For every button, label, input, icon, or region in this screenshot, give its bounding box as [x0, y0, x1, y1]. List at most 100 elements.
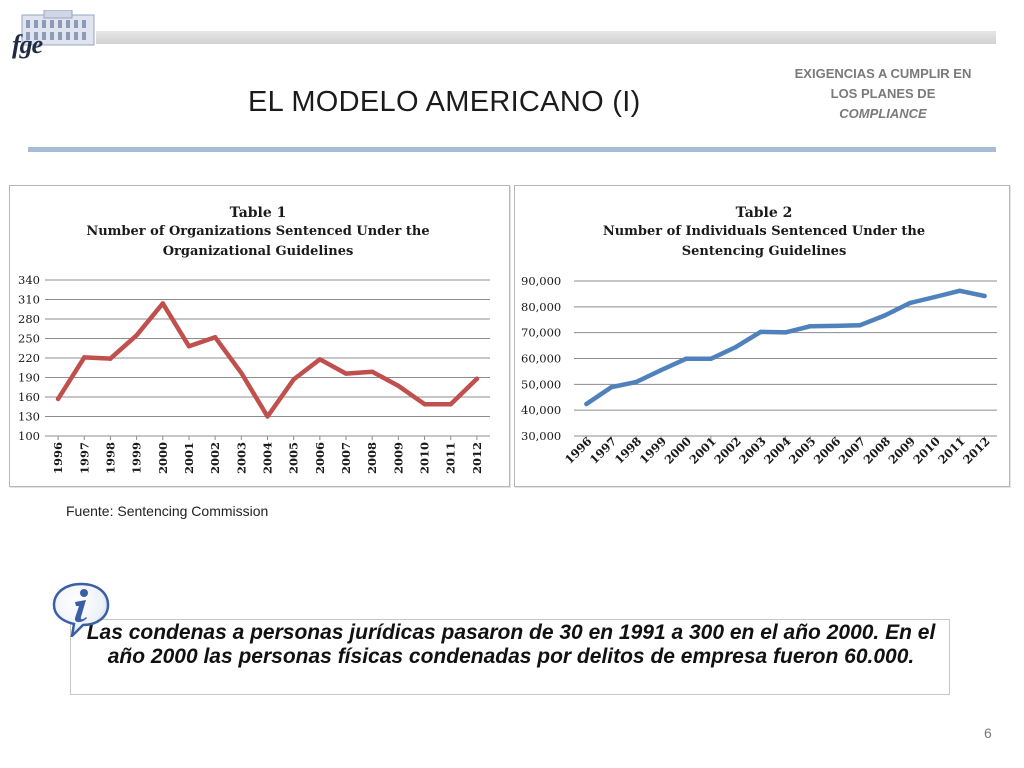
y-tick-label: 280: [18, 312, 40, 326]
x-tick-label: 1998: [103, 442, 117, 474]
data-point: [783, 330, 788, 335]
section-label-line-3: COMPLIANCE: [839, 106, 927, 121]
x-tick-label: 1997: [77, 442, 91, 474]
page-number: 6: [984, 725, 992, 741]
x-tick-label: 2012: [470, 442, 484, 474]
data-point: [658, 367, 664, 373]
data-point: [239, 370, 244, 376]
data-point: [609, 384, 614, 390]
data-point: [265, 414, 270, 419]
x-tick-label: 2004: [761, 434, 794, 467]
x-tick-label: 2002: [208, 442, 222, 474]
x-tick-label: 1996: [51, 442, 65, 474]
x-tick-label: 2002: [711, 434, 744, 467]
source-note: Fuente: Sentencing Commission: [66, 503, 269, 519]
data-point: [634, 379, 639, 385]
y-tick-label: 160: [18, 390, 40, 404]
data-point: [82, 355, 87, 360]
y-tick-label: 250: [18, 332, 40, 346]
data-point: [55, 396, 61, 402]
series-line: [584, 288, 987, 407]
y-tick-label: 220: [18, 351, 40, 365]
data-point: [708, 356, 714, 361]
data-point: [833, 323, 838, 329]
x-tick-label: 2011: [444, 442, 458, 474]
data-point: [370, 369, 375, 374]
y-tick-label: 310: [18, 293, 40, 307]
x-tick-label: 2005: [786, 434, 819, 467]
x-tick-label: 1997: [587, 434, 620, 467]
y-tick-label: 80,000: [521, 300, 561, 314]
chart-subtitle-line: Organizational Guidelines: [163, 244, 354, 259]
x-tick-label: 2007: [836, 434, 869, 467]
data-point: [160, 301, 165, 306]
y-tick-label: 70,000: [521, 326, 561, 340]
building-logo: [21, 10, 95, 46]
x-tick-label: 1996: [562, 434, 595, 467]
y-tick-label: 30,000: [521, 429, 561, 443]
x-tick-label: 2009: [885, 434, 918, 467]
data-point: [291, 377, 296, 382]
x-tick-label: 2008: [365, 442, 379, 474]
x-tick-label: 2001: [182, 442, 196, 474]
y-tick-label: 60,000: [521, 352, 561, 366]
y-tick-label: 100: [18, 429, 40, 443]
chart-subtitle-line: Number of Organizations Sentenced Under …: [86, 224, 429, 239]
data-point: [584, 401, 589, 407]
chart-organizations: Table 1 Number of Organizations Sentenced…: [9, 185, 510, 487]
data-point: [932, 294, 937, 300]
x-tick-label: 2001: [686, 434, 719, 467]
section-label: EXIGENCIAS A CUMPLIR EN LOS PLANES DE CO…: [778, 64, 988, 124]
x-tick-label: 2005: [287, 442, 301, 474]
x-tick-label: 2003: [736, 434, 769, 467]
x-tick-label: 2009: [391, 442, 405, 474]
x-tick-label: 2006: [313, 442, 327, 474]
info-box: [70, 619, 950, 695]
chart-title: Table 2: [736, 205, 793, 221]
data-point: [317, 357, 323, 362]
chart-organizations-svg: Table 1 Number of Organizations Sentenced…: [18, 205, 490, 474]
x-tick-label: 1998: [612, 434, 645, 467]
data-point: [733, 344, 738, 350]
x-tick-label: 2008: [861, 434, 894, 467]
x-tick-label: 2006: [811, 434, 844, 467]
series-line: [55, 301, 480, 419]
data-point: [448, 401, 453, 407]
y-tick-label: 340: [18, 273, 40, 287]
data-point: [982, 293, 987, 299]
page-title: EL MODELO AMERICANO (I): [248, 86, 641, 118]
x-tick-label: 2000: [156, 442, 170, 474]
data-point: [422, 401, 427, 407]
data-point: [758, 329, 763, 335]
logo-text: fge: [12, 30, 43, 59]
chart-subtitle-line: Sentencing Guidelines: [682, 244, 847, 259]
section-label-line-2: LOS PLANES DE: [830, 86, 936, 101]
data-point: [683, 356, 689, 361]
y-tick-label: 40,000: [521, 403, 561, 417]
x-tick-label: 2011: [935, 434, 968, 467]
x-tick-label: 2007: [339, 442, 353, 474]
data-point: [186, 344, 192, 349]
header-bar: [96, 31, 996, 44]
x-tick-label: 2010: [418, 442, 432, 474]
x-tick-label: 2003: [234, 442, 248, 474]
y-tick-label: 130: [18, 410, 40, 424]
y-tick-label: 90,000: [521, 274, 561, 288]
info-icon: [52, 582, 110, 637]
data-point: [808, 324, 813, 329]
data-point: [396, 383, 401, 389]
data-point: [857, 322, 863, 328]
y-tick-label: 190: [18, 371, 40, 385]
data-point: [108, 356, 113, 361]
x-tick-label: 2004: [261, 442, 275, 474]
x-tick-label: 2010: [910, 434, 943, 467]
y-tick-label: 50,000: [521, 377, 561, 391]
x-tick-label: 1999: [130, 442, 144, 474]
chart-individuals-svg: Table 2 Number of Individuals Sentenced U…: [521, 205, 997, 467]
chart-individuals: Table 2 Number of Individuals Sentenced U…: [514, 185, 1010, 487]
x-tick-label: 2012: [960, 434, 993, 467]
data-point: [474, 376, 480, 381]
chart-title: Table 1: [230, 205, 287, 221]
title-divider: [28, 147, 996, 152]
section-label-line-1: EXIGENCIAS A CUMPLIR EN: [794, 66, 972, 81]
